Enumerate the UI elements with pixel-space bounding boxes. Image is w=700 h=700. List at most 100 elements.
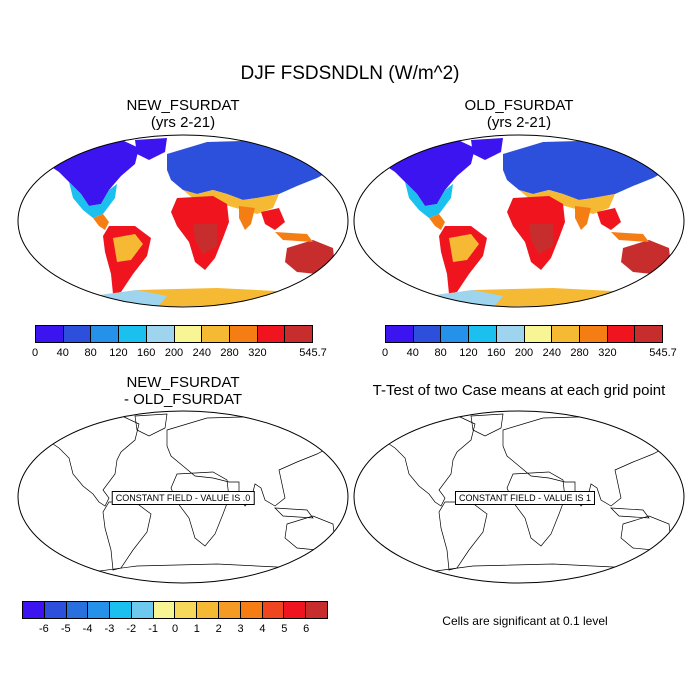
- colorbar-swatch: [219, 602, 241, 618]
- map-diff: [17, 410, 349, 584]
- panel-old-title-line2: (yrs 2-21): [486, 114, 552, 131]
- colorbar-swatch: [36, 326, 64, 342]
- panel-new-title: NEW_FSURDAT (yrs 2-21): [17, 97, 349, 131]
- colorbar-swatch: [110, 602, 132, 618]
- colorbar-new-ticks: 0 40 80 120 160 200 240 280 320 545.7: [31, 347, 327, 361]
- colorbar-swatch: [240, 602, 263, 618]
- colorbar-swatch: [524, 326, 553, 342]
- colorbar-tick-label: -3: [104, 623, 115, 635]
- land-australia: [285, 240, 335, 274]
- colorbar-swatch: [63, 326, 92, 342]
- diff-constant-label: CONSTANT FIELD - VALUE IS .0: [111, 491, 255, 505]
- panel-new-title-line1: NEW_FSURDAT: [126, 97, 240, 114]
- colorbar-swatch: [91, 326, 120, 342]
- colorbar-swatch: [284, 602, 307, 618]
- colorbar-swatch: [229, 326, 258, 342]
- land-south-america-core: [113, 234, 143, 262]
- land-greenland: [135, 138, 167, 160]
- colorbar-tick-label: 3: [237, 623, 244, 635]
- colorbar-tick-label: 6: [303, 623, 310, 635]
- colorbar-swatch: [146, 326, 175, 342]
- colorbar-swatch: [413, 326, 442, 342]
- colorbar-new: [35, 325, 313, 343]
- colorbar-tick-label: -5: [60, 623, 71, 635]
- panel-old-title-line1: OLD_FSURDAT: [464, 97, 574, 114]
- colorbar-diff-ticks: -6 -5 -4 -3 -2 -1 0 1 2 3 4 5 6: [22, 623, 328, 637]
- colorbar-swatch: [469, 326, 497, 342]
- colorbar-tick-label: -4: [82, 623, 93, 635]
- colorbar-swatch: [44, 602, 67, 618]
- colorbar-tick-label: 200: [164, 347, 184, 359]
- colorbar-tick-label: 120: [109, 347, 128, 359]
- colorbar-tick-label: 280: [570, 347, 589, 359]
- colorbar-swatch: [386, 326, 414, 342]
- colorbar-tick-label: 40: [406, 347, 419, 359]
- colorbar-swatch: [262, 602, 285, 618]
- land-africa-core: [193, 224, 217, 254]
- colorbar-tick-label: 5: [281, 623, 288, 635]
- colorbar-tick-label: 200: [514, 347, 534, 359]
- map-new: [17, 134, 349, 308]
- colorbar-tick-label: 2: [215, 623, 222, 635]
- colorbar-tick-label: 545.7: [299, 347, 327, 359]
- colorbar-swatch: [257, 326, 286, 342]
- ttest-constant-label: CONSTANT FIELD - VALUE IS 1: [454, 491, 596, 505]
- land-indonesia: [275, 232, 313, 242]
- colorbar-tick-label: 0: [31, 347, 39, 359]
- colorbar-swatch: [306, 602, 327, 618]
- colorbar-tick-label: 320: [598, 347, 617, 359]
- colorbar-swatch: [635, 326, 663, 342]
- colorbar-swatch: [552, 326, 580, 342]
- panel-ttest-title: T-Test of two Case means at each grid po…: [372, 382, 666, 399]
- map-old: [353, 134, 685, 308]
- colorbar-tick-label: -1: [148, 623, 159, 635]
- land-india: [239, 206, 255, 230]
- colorbar-tick-label: 4: [259, 623, 266, 635]
- colorbar-swatch: [607, 326, 636, 342]
- colorbar-tick-label: 240: [192, 347, 211, 359]
- colorbar-old-ticks: 0 40 80 120 160 200 240 280 320 545.7: [381, 347, 677, 361]
- colorbar-tick-label: 0: [381, 347, 389, 359]
- colorbar-tick-label: -6: [38, 623, 49, 635]
- colorbar-old: [385, 325, 663, 343]
- colorbar-swatch: [285, 326, 313, 342]
- colorbar-swatch: [131, 602, 154, 618]
- land-central-america: [93, 214, 109, 230]
- colorbar-swatch: [175, 602, 198, 618]
- panel-new-title-line2: (yrs 2-21): [150, 114, 216, 131]
- colorbar-tick-label: 0: [171, 623, 179, 635]
- colorbar-swatch: [66, 602, 89, 618]
- colorbar-swatch: [174, 326, 203, 342]
- colorbar-swatch: [441, 326, 470, 342]
- colorbar-swatch: [496, 326, 525, 342]
- colorbar-tick-label: 280: [220, 347, 239, 359]
- land-north-america-south: [69, 182, 117, 218]
- colorbar-tick-label: 80: [434, 347, 447, 359]
- colorbar-tick-label: 120: [459, 347, 478, 359]
- colorbar-tick-label: 240: [542, 347, 561, 359]
- significance-note: Cells are significant at 0.1 level: [442, 614, 608, 628]
- colorbar-swatch: [88, 602, 111, 618]
- colorbar-swatch: [197, 602, 220, 618]
- land-se-asia: [261, 208, 285, 230]
- colorbar-swatch: [153, 602, 176, 618]
- colorbar-tick-label: 80: [84, 347, 97, 359]
- colorbar-swatch: [119, 326, 147, 342]
- colorbar-tick-label: -2: [126, 623, 137, 635]
- map-ttest: [353, 410, 685, 584]
- panel-diff-title: NEW_FSURDAT - OLD_FSURDAT: [17, 374, 349, 408]
- figure-title: DJF FSDSNDLN (W/m^2): [240, 63, 460, 84]
- colorbar-diff: [22, 601, 328, 619]
- colorbar-swatch: [202, 326, 230, 342]
- colorbar-tick-label: 160: [137, 347, 156, 359]
- colorbar-tick-label: 160: [487, 347, 506, 359]
- panel-old-title: OLD_FSURDAT (yrs 2-21): [353, 97, 685, 131]
- colorbar-tick-label: 545.7: [649, 347, 677, 359]
- colorbar-tick-label: 40: [56, 347, 69, 359]
- colorbar-swatch: [23, 602, 45, 618]
- colorbar-tick-label: 320: [248, 347, 267, 359]
- colorbar-tick-label: 1: [193, 623, 200, 635]
- panel-diff-title-line1: NEW_FSURDAT: [126, 374, 240, 391]
- panel-diff-title-line2: - OLD_FSURDAT: [123, 391, 243, 408]
- colorbar-swatch: [579, 326, 608, 342]
